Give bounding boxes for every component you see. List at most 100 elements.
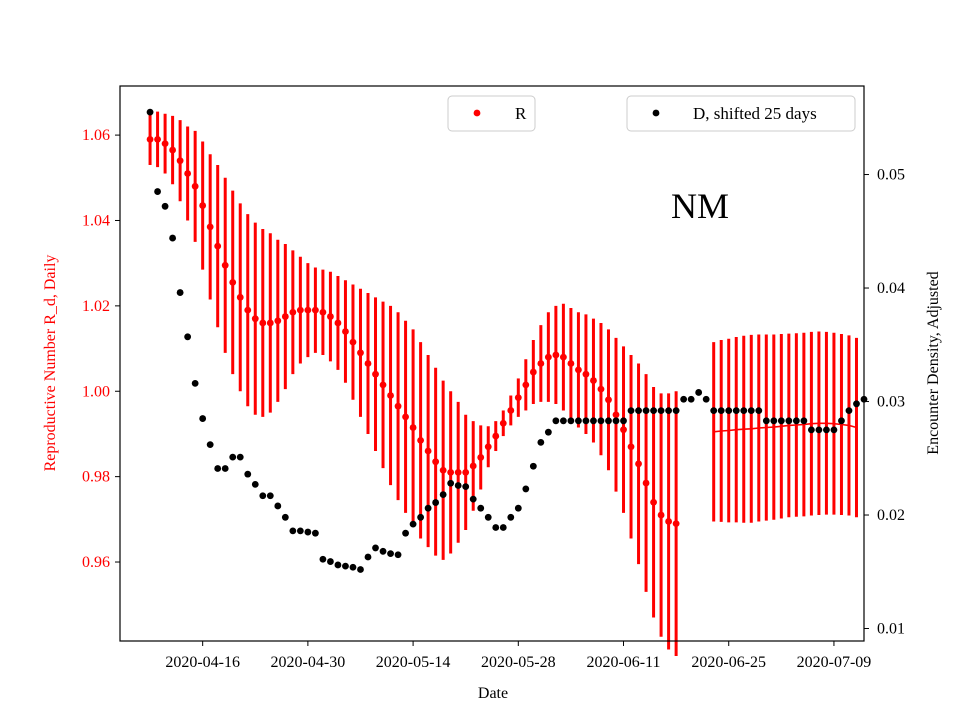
d-point bbox=[289, 527, 297, 535]
d-point bbox=[281, 513, 289, 521]
r-point bbox=[529, 368, 537, 376]
r-point bbox=[627, 443, 635, 451]
r-point bbox=[492, 432, 500, 440]
d-point bbox=[575, 417, 582, 425]
r-point bbox=[642, 479, 650, 487]
d-point bbox=[845, 407, 853, 415]
r-point bbox=[439, 466, 447, 474]
d-point bbox=[199, 415, 207, 422]
y-axis-left: 0.96 0.98 1.00 1.02 1.04 1.06 bbox=[82, 127, 120, 571]
r-point bbox=[635, 460, 642, 468]
d-point bbox=[732, 407, 740, 415]
d-point bbox=[176, 289, 184, 296]
d-point bbox=[680, 395, 688, 403]
d-point bbox=[635, 407, 642, 415]
r-point bbox=[244, 306, 252, 314]
d-point bbox=[838, 417, 845, 425]
d-point bbox=[755, 407, 763, 415]
d-point bbox=[815, 426, 823, 434]
r-point bbox=[161, 140, 169, 148]
x-tick-label: 2020-04-16 bbox=[165, 654, 240, 671]
legend-r-box bbox=[447, 95, 536, 132]
y-left-tick-label: 1.02 bbox=[82, 298, 110, 315]
r-point-layer bbox=[146, 135, 680, 527]
d-point bbox=[807, 426, 815, 434]
d-point bbox=[552, 417, 560, 425]
y-right-tick-label: 0.02 bbox=[877, 507, 905, 524]
r-point bbox=[402, 413, 409, 421]
d-point bbox=[469, 495, 477, 503]
d-point bbox=[251, 480, 259, 488]
r-point bbox=[499, 419, 507, 427]
r-point bbox=[357, 349, 364, 357]
r-point bbox=[289, 308, 297, 316]
r-point bbox=[522, 381, 530, 389]
d-point bbox=[665, 407, 673, 415]
r-point bbox=[296, 306, 304, 314]
legend-d-marker bbox=[652, 109, 660, 117]
r-point bbox=[620, 426, 627, 434]
r-point bbox=[169, 146, 177, 154]
y-right-tick-label: 0.04 bbox=[877, 280, 905, 297]
d-point bbox=[559, 417, 567, 425]
d-point bbox=[590, 417, 597, 425]
r-point bbox=[477, 454, 485, 461]
y-left-tick-label: 0.98 bbox=[82, 469, 110, 486]
r-point bbox=[657, 511, 665, 519]
x-tick-label: 2020-07-09 bbox=[797, 654, 872, 671]
x-tick-label: 2020-06-11 bbox=[586, 654, 660, 671]
d-point bbox=[357, 566, 364, 573]
y-axis-left-label: Reproductive Number R_d, Daily bbox=[42, 255, 59, 472]
d-point bbox=[657, 407, 665, 415]
d-point bbox=[800, 417, 808, 425]
r-point bbox=[417, 436, 425, 444]
d-point bbox=[349, 563, 357, 571]
d-point bbox=[777, 417, 785, 425]
legend-r: R bbox=[447, 95, 536, 132]
d-point bbox=[695, 389, 703, 396]
x-axis: 2020-04-16 2020-04-30 2020-05-14 2020-05-28… bbox=[165, 641, 871, 671]
y-right-tick-label: 0.01 bbox=[877, 621, 905, 638]
d-point bbox=[582, 417, 590, 425]
r-point bbox=[349, 338, 357, 346]
d-point bbox=[620, 417, 627, 425]
x-axis-label: Date bbox=[478, 685, 508, 702]
r-point bbox=[311, 306, 319, 314]
r-point bbox=[199, 202, 207, 209]
d-point bbox=[236, 453, 244, 461]
d-point bbox=[154, 188, 161, 195]
y-left-tick-label: 1.00 bbox=[82, 383, 110, 400]
r-point bbox=[372, 370, 379, 378]
y-right-tick-label: 0.03 bbox=[877, 394, 905, 411]
r-point bbox=[447, 468, 455, 476]
r-point bbox=[274, 317, 282, 325]
r-point bbox=[327, 313, 334, 320]
d-point bbox=[319, 555, 327, 563]
r-point bbox=[379, 381, 387, 389]
d-point bbox=[454, 482, 462, 489]
d-point bbox=[447, 479, 455, 487]
r-point bbox=[154, 135, 161, 143]
y-left-tick-label: 0.96 bbox=[82, 554, 110, 571]
d-point bbox=[432, 499, 440, 506]
r-point bbox=[575, 366, 582, 374]
r-point bbox=[552, 351, 560, 359]
d-point bbox=[266, 492, 274, 500]
legend-d-label: D, shifted 25 days bbox=[693, 104, 817, 123]
d-point bbox=[853, 400, 860, 408]
r-point bbox=[191, 182, 199, 190]
d-point bbox=[785, 417, 793, 425]
d-point bbox=[334, 561, 342, 569]
y-right-tick-label: 0.05 bbox=[877, 167, 905, 184]
d-point bbox=[702, 395, 710, 403]
d-point bbox=[191, 379, 199, 387]
d-point bbox=[296, 527, 304, 535]
d-point bbox=[725, 407, 733, 415]
r-point bbox=[266, 319, 274, 327]
d-point bbox=[379, 547, 387, 555]
r-point bbox=[672, 520, 680, 527]
d-point bbox=[567, 417, 575, 425]
d-point bbox=[529, 462, 537, 470]
r-point bbox=[176, 157, 184, 165]
